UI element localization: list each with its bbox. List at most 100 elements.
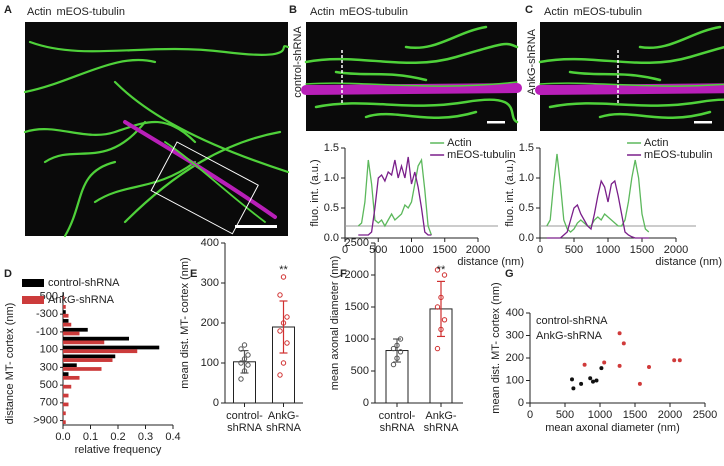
bar <box>63 402 69 407</box>
x-tick-label: 1500 <box>433 244 457 256</box>
bar <box>63 313 69 318</box>
x-tick-label: 0.2 <box>110 431 125 443</box>
scale-bar <box>235 225 277 228</box>
bar <box>63 327 88 332</box>
x-tick-label: 1500 <box>623 409 647 421</box>
y-tick-label: 300 <box>201 277 219 289</box>
data-point <box>621 341 626 346</box>
y-tick-label: -300 <box>36 308 58 320</box>
data-point <box>434 345 441 352</box>
data-point <box>617 363 622 368</box>
data-point <box>579 381 584 386</box>
x-axis-label: mean axonal diameter (nm) <box>545 422 680 434</box>
x-tick-label: 2000 <box>466 244 490 256</box>
micrograph <box>301 22 522 131</box>
data-point <box>245 352 251 358</box>
y-tick-label: 1.5 <box>324 142 339 154</box>
x-tick-label: 2500 <box>693 409 717 421</box>
scale-bar <box>487 121 505 124</box>
condition-label: AnkG-shRNA <box>526 28 538 95</box>
image-structure <box>568 70 662 82</box>
y-tick-label: 0.5 <box>324 202 339 214</box>
x-tick-label: 500 <box>369 244 387 256</box>
legend-label: AnkG-shRNA <box>48 294 115 306</box>
image-structure <box>301 83 522 95</box>
legend-label: control-shRNA <box>48 277 120 289</box>
x-tick-label: 1000 <box>588 409 612 421</box>
data-point <box>284 314 290 320</box>
micrograph <box>23 22 290 238</box>
data-point <box>238 376 244 382</box>
bar <box>63 319 69 323</box>
data-point <box>277 292 283 298</box>
data-point <box>672 358 677 363</box>
y-tick-label: 2000 <box>345 269 369 281</box>
data-point <box>617 331 622 336</box>
y-tick-label: 100 <box>506 374 524 386</box>
x-tick-label: 0.3 <box>138 431 153 443</box>
data-point <box>594 378 599 383</box>
image-structure <box>538 45 724 65</box>
bar <box>63 393 69 398</box>
data-point <box>280 360 287 366</box>
data-point <box>277 328 283 334</box>
y-tick-label: 0 <box>213 397 219 409</box>
significance: ** <box>279 264 288 276</box>
image-background <box>540 22 724 131</box>
y-tick-label: 500 <box>40 379 58 391</box>
x-tick-label: 500 <box>556 409 574 421</box>
image-structure <box>334 70 428 82</box>
channel-label: Actin <box>310 6 334 18</box>
legend-label: AnkG-shRNA <box>536 330 603 342</box>
channel-label: mEOS-tubulin <box>56 6 124 18</box>
data-point <box>434 267 441 273</box>
channel-label: Actin <box>27 6 51 18</box>
y-axis-label: fluo. int. (a.u.) <box>504 159 516 226</box>
y-tick-label: 1.0 <box>519 172 534 184</box>
bar <box>63 310 66 314</box>
bar <box>63 372 69 376</box>
image-structure <box>43 120 147 164</box>
y-tick-label: 700 <box>40 397 58 409</box>
panel-letter: D <box>4 268 12 280</box>
y-axis-label: fluo. int. (a.u.) <box>309 159 321 226</box>
channel-label: Actin <box>544 6 568 18</box>
y-tick-label: 1.0 <box>324 172 339 184</box>
data-point <box>637 381 642 386</box>
y-tick-label: 300 <box>506 329 524 341</box>
panel-letter: G <box>505 268 514 280</box>
data-point <box>588 376 593 381</box>
bar <box>63 340 105 345</box>
legend-swatch <box>22 296 44 304</box>
condition-label: control-shRNA <box>292 26 304 98</box>
panel-letter: F <box>340 268 347 280</box>
image-structure <box>93 160 197 204</box>
profile-line-series <box>358 156 432 236</box>
bar <box>63 384 72 389</box>
image-structure <box>548 98 724 109</box>
data-point <box>284 340 290 346</box>
bar <box>63 331 80 336</box>
y-tick-label: 200 <box>201 317 219 329</box>
data-point <box>390 345 397 352</box>
bar <box>63 349 138 354</box>
data-point <box>570 377 574 382</box>
bar <box>63 305 66 309</box>
bar <box>63 322 72 327</box>
significance: ** <box>437 264 446 276</box>
data-point <box>434 304 441 310</box>
image-structure <box>23 58 157 94</box>
legend-label: Actin <box>644 137 668 149</box>
legend-label: control-shRNA <box>536 315 608 327</box>
legend-label: Actin <box>447 137 471 149</box>
scale-bar <box>694 121 712 124</box>
data-point <box>647 365 651 369</box>
data-point <box>441 272 448 278</box>
bar <box>63 354 116 359</box>
bar <box>63 363 77 368</box>
image-structure <box>314 98 519 124</box>
y-tick-label: 100 <box>40 344 58 356</box>
y-axis-label: mean dist. MT- cortex (nm) <box>179 257 191 388</box>
profile-line-series <box>546 153 650 233</box>
data-point <box>241 342 248 348</box>
